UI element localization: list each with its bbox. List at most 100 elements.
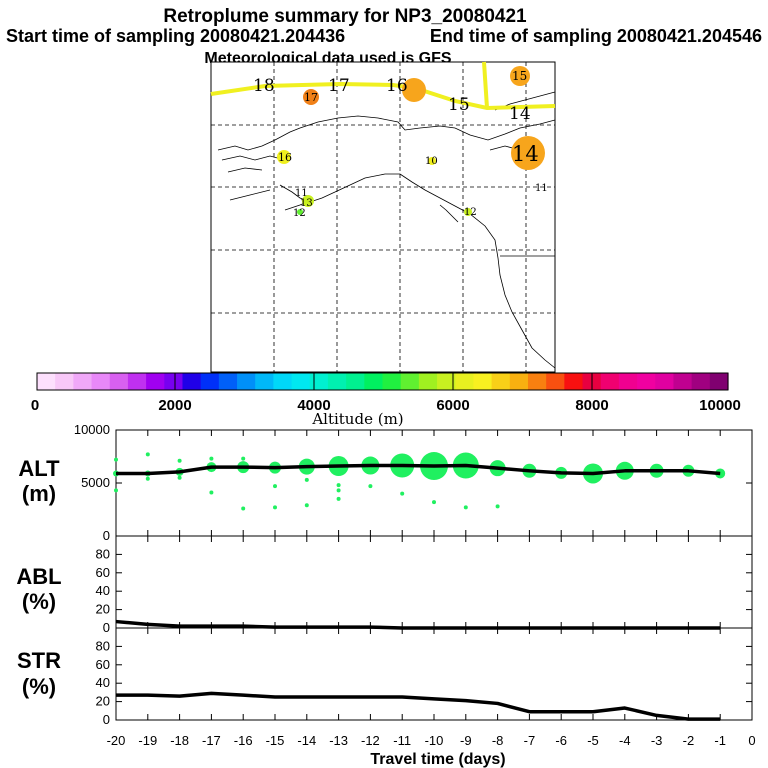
- colorbar-label: Altitude (m): [311, 410, 403, 428]
- x-tick-label: -5: [587, 733, 599, 748]
- colorbar-tick: 2000: [158, 397, 191, 414]
- panel-ylabel: ALT: [18, 456, 60, 481]
- colorbar-swatch: [55, 373, 74, 390]
- minor-point: [273, 505, 277, 510]
- plume-dot: [464, 208, 472, 216]
- colorbar-swatch: [709, 373, 729, 390]
- y-tick-label: 10000: [74, 422, 110, 437]
- y-tick-label: 0: [103, 528, 110, 543]
- colorbar-ticks: 0 2000 4000 6000 8000 10000: [31, 397, 741, 414]
- minor-point: [177, 475, 182, 480]
- panel-ylabel: (%): [22, 674, 56, 699]
- minor-point: [336, 496, 341, 501]
- colorbar-swatch: [37, 373, 56, 390]
- x-tick-label: -13: [329, 733, 348, 748]
- x-tick-label: -10: [425, 733, 444, 748]
- panel-frame: [115, 627, 753, 721]
- x-axis-label: Travel time (days): [370, 751, 505, 768]
- colorbar-swatch: [455, 373, 475, 390]
- panel-ylabel: STR: [17, 648, 61, 673]
- x-tick-label: -8: [492, 733, 504, 748]
- colorbar-swatch: [109, 373, 129, 390]
- colorbar-frame: [36, 372, 729, 391]
- day-label: 15: [512, 69, 527, 83]
- minor-point: [145, 476, 150, 481]
- colorbar-swatch: [473, 373, 493, 390]
- colorbar-swatch: [73, 373, 93, 390]
- colorbar-swatch: [491, 373, 511, 390]
- day-label: 18: [253, 76, 275, 96]
- colorbar-swatch: [91, 373, 111, 390]
- colorbar-swatch: [291, 373, 311, 390]
- x-tick-label: -11: [393, 733, 411, 748]
- colorbar-swatch: [237, 373, 256, 390]
- day-label: 10: [425, 156, 438, 167]
- x-tick-label: -3: [651, 733, 663, 748]
- x-tick-label: -18: [170, 733, 189, 748]
- x-tick-label: -19: [138, 733, 157, 748]
- y-tick-label: 0: [103, 620, 110, 635]
- plume-dot: [277, 150, 291, 164]
- minor-point: [336, 488, 341, 493]
- minor-point: [495, 504, 500, 509]
- colorbar-swatch: [200, 373, 220, 390]
- day-label: 11: [535, 183, 548, 194]
- colorbar-swatch: [655, 373, 675, 390]
- day-label: 15: [448, 95, 470, 115]
- x-tick-label: -14: [297, 733, 316, 748]
- day-label: 14: [509, 104, 531, 124]
- colorbar-swatch: [437, 373, 456, 390]
- colorbar-swatch: [309, 373, 329, 390]
- str-series-line: [116, 691, 721, 721]
- x-tick-label: -1: [714, 733, 726, 748]
- colorbar-swatch: [618, 373, 638, 390]
- colorbar-swatch: [691, 373, 711, 390]
- colorbar-swatch: [327, 373, 347, 390]
- colorbar-swatch: [182, 373, 202, 390]
- x-tick-label: -7: [524, 733, 536, 748]
- x-tick-label: -15: [266, 733, 285, 748]
- minor-point: [177, 458, 182, 463]
- y-tick-label: 60: [96, 657, 110, 672]
- minor-point: [114, 457, 118, 462]
- day-label: 16: [278, 151, 292, 164]
- minor-point: [209, 490, 214, 495]
- x-tick-label: -6: [555, 733, 567, 748]
- y-tick-label: 5000: [81, 475, 110, 490]
- panel-ylabel: ABL: [16, 564, 61, 589]
- y-tick-label: 80: [96, 546, 110, 561]
- trajectory-path-branch: [482, 61, 489, 109]
- map-gridlines: [211, 62, 555, 372]
- colorbar-swatch: [364, 373, 384, 390]
- x-tick-label: -17: [202, 733, 221, 748]
- end-time-label: End time of sampling 20080421.204546: [430, 26, 762, 46]
- colorbar-swatch: [637, 373, 656, 390]
- colorbar-swatch: [164, 373, 184, 390]
- panel-abl: 0 20 40 60 80 ABL(%): [16, 535, 753, 635]
- colorbar-swatch: [346, 373, 365, 390]
- colorbar-tick: 0: [31, 397, 39, 414]
- y-tick-label: 20: [96, 694, 110, 709]
- panel-alt: 0 5000 10000 ALT(m): [18, 422, 753, 543]
- colorbar-swatch: [255, 373, 274, 390]
- coastlines: [217, 91, 556, 369]
- y-tick-label: 40: [96, 675, 110, 690]
- y-tick-label: 80: [96, 638, 110, 653]
- colorbar-swatch: [527, 373, 547, 390]
- plume-dot: [402, 78, 426, 102]
- panel-str: 0 20 40 60 80 STR(%): [17, 627, 753, 727]
- panel-ylabel: (m): [22, 481, 56, 506]
- x-tick-label: -12: [361, 733, 380, 748]
- x-tick-label: -2: [683, 733, 695, 748]
- x-tick-label: -9: [460, 733, 472, 748]
- figure-title: Retroplume summary for NP3_20080421: [163, 6, 527, 27]
- minor-point: [241, 456, 246, 461]
- x-tick-label: -20: [107, 733, 126, 748]
- minor-point: [304, 503, 309, 508]
- y-tick-label: 0: [103, 712, 110, 727]
- trajectory-map: 18 17 16 15 14 17 15 16 10 14 11 11 13 1…: [210, 61, 556, 373]
- minor-point: [368, 484, 373, 489]
- plume-dot: [297, 209, 303, 215]
- plume-dot: [510, 66, 530, 86]
